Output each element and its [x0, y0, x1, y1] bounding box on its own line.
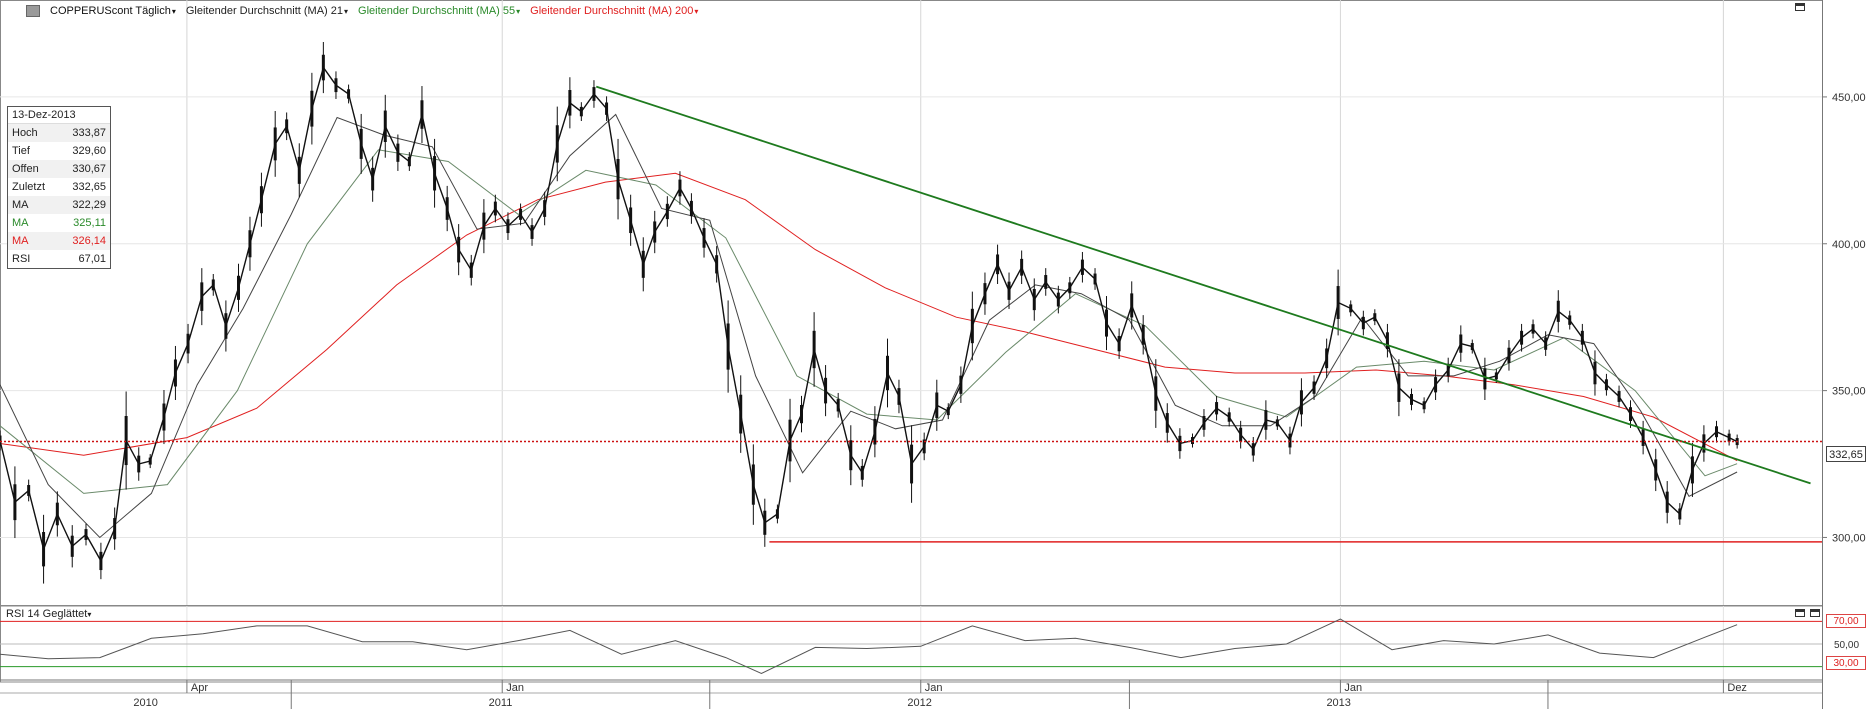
info-row-label: Tief: [12, 145, 30, 157]
info-row-value: 332,65: [72, 181, 106, 193]
ma21-series-line: [0, 113, 1738, 539]
last-price-tag: 332,65: [1826, 446, 1866, 462]
info-row-value: 333,87: [72, 127, 106, 139]
x-month-tick-label: Dez: [1727, 682, 1747, 694]
info-row: RSI 67,01: [8, 250, 110, 268]
data-info-box: 13-Dez-2013 Hoch 333,87 Tief 329,60 Offen 330…: [7, 106, 111, 269]
info-row: Offen 330,67: [8, 160, 110, 178]
ma55-indicator[interactable]: Gleitender Durchschnitt (MA) 55▾: [358, 5, 520, 17]
x-year-tick-label: 2010: [133, 697, 157, 709]
ma55-caret-icon: ▾: [516, 7, 521, 16]
rsi-caret-icon: ▾: [87, 610, 92, 619]
info-row-label: MA: [12, 235, 29, 247]
ma200-indicator[interactable]: Gleitender Durchschnitt (MA) 200▾: [530, 5, 698, 17]
rsi-lower-tag: 30,00: [1826, 656, 1866, 670]
info-row-label: Hoch: [12, 127, 38, 139]
info-row-label: MA: [12, 217, 29, 229]
rsi-label: RSI 14 Geglättet: [6, 608, 88, 620]
y-tick-label: 300,00: [1832, 532, 1866, 544]
ma55-series-line: [0, 149, 1738, 494]
ma200-series-line: [0, 172, 1738, 462]
info-row-value: 322,29: [72, 199, 106, 211]
info-row: Zuletzt 332,65: [8, 178, 110, 196]
info-row-value: 325,11: [73, 217, 106, 229]
rsi-series-line: [0, 618, 1738, 675]
info-row: MA 326,14: [8, 232, 110, 250]
rsi-mid-label: 50,00: [1834, 640, 1859, 651]
rsi-panel-close-icon[interactable]: [1810, 609, 1820, 617]
y-tick-label: 350,00: [1832, 386, 1866, 398]
ma21-caret-icon: ▾: [344, 7, 349, 16]
rsi-upper-tag: 70,00: [1826, 614, 1866, 628]
rsi-indicator[interactable]: RSI 14 Geglättet▾: [6, 608, 91, 620]
info-row: MA 322,29: [8, 196, 110, 214]
y-tick-label: 450,00: [1832, 92, 1866, 104]
price-panel-maximize-icon[interactable]: [1795, 3, 1805, 11]
ma200-label: Gleitender Durchschnitt (MA) 200: [530, 5, 694, 17]
info-row-label: Offen: [12, 163, 39, 175]
ma21-indicator[interactable]: Gleitender Durchschnitt (MA) 21▾: [186, 5, 348, 17]
info-row-label: RSI: [12, 253, 31, 265]
price-candle: [0, 435, 2, 446]
info-rows: Hoch 333,87 Tief 329,60 Offen 330,67 Zuletzt 33…: [8, 124, 110, 268]
x-month-tick-label: Jan: [506, 682, 524, 694]
info-row-value: 329,60: [72, 145, 106, 157]
info-row-label: MA: [12, 199, 29, 211]
x-year-tick-label: 2012: [907, 697, 931, 709]
ma200-caret-icon: ▾: [694, 7, 699, 16]
info-row-value: 67,01: [78, 253, 106, 265]
x-year-tick-label: 2013: [1326, 697, 1350, 709]
price-series-line: [0, 65, 1738, 563]
price-panel-frame: [0, 0, 1823, 606]
x-year-tick-label: 2011: [489, 697, 513, 709]
info-row-value: 330,67: [72, 163, 106, 175]
chart-header: COPPERUScont Täglich▾ Gleitender Durchsc…: [26, 3, 698, 19]
x-month-tick-label: Jan: [1344, 682, 1362, 694]
rsi-panel-maximize-icon[interactable]: [1795, 609, 1805, 617]
x-month-tick-label: Apr: [191, 682, 208, 694]
info-row: Tief 329,60: [8, 142, 110, 160]
resistance-trendline: [595, 85, 1811, 485]
y-tick-label: 400,00: [1832, 239, 1866, 251]
ma21-label: Gleitender Durchschnitt (MA) 21: [185, 5, 343, 17]
info-row-value: 326,14: [72, 235, 106, 247]
info-row: Hoch 333,87: [8, 124, 110, 142]
info-row-label: Zuletzt: [12, 181, 46, 193]
info-row: MA 325,11: [8, 214, 110, 232]
symbol-icon[interactable]: [26, 5, 40, 17]
symbol-caret-icon: ▾: [171, 7, 176, 16]
info-date: 13-Dez-2013: [8, 107, 110, 124]
symbol-selector[interactable]: COPPERUScont Täglich▾: [50, 5, 176, 17]
x-month-tick-label: Jan: [925, 682, 943, 694]
ma55-label: Gleitender Durchschnitt (MA) 55: [358, 5, 516, 17]
symbol-label: COPPERUScont Täglich: [50, 5, 171, 17]
